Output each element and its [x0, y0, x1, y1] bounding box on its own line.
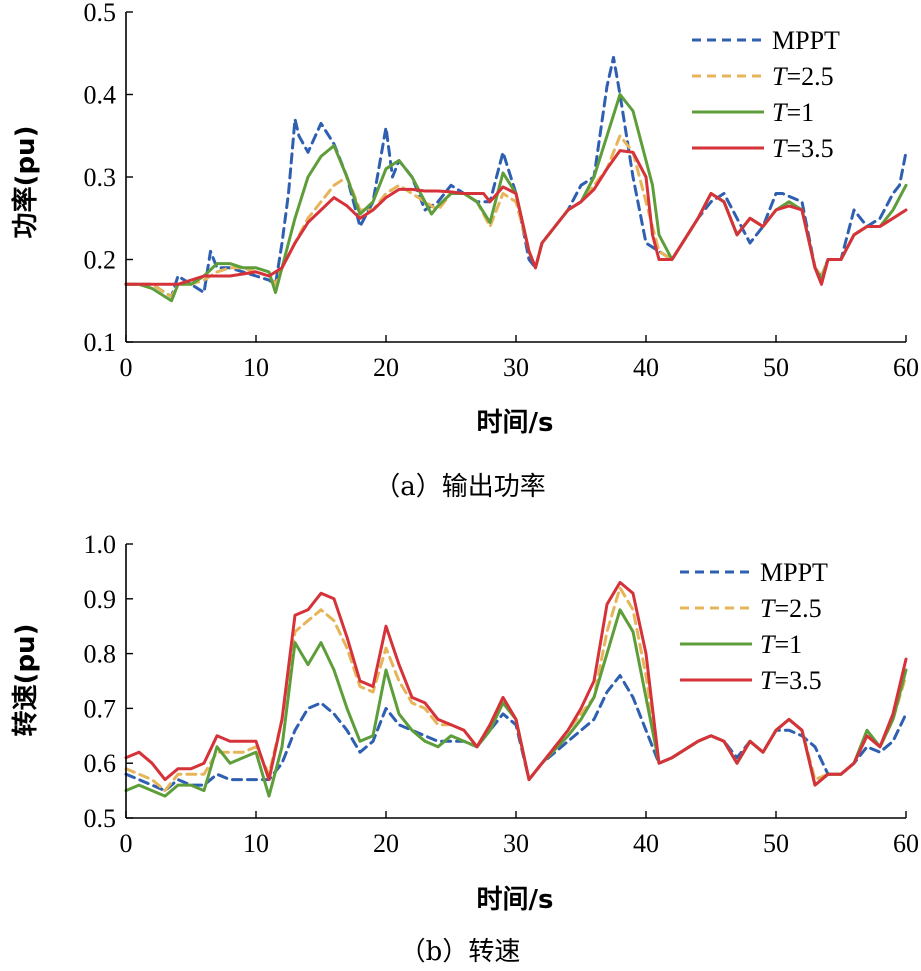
y-tick-label: 0.7 — [84, 694, 117, 723]
legend-label: MPPT — [760, 558, 828, 587]
y-tick-label: 0.4 — [84, 81, 117, 110]
x-tick-label: 20 — [373, 353, 399, 382]
y-tick-label: 0.9 — [84, 585, 117, 614]
chart-panel-speed: 0 10 20 30 40 50 60 0.5 0.6 0.7 0.8 0.9 1.0 MPPT T=2.… — [11, 530, 919, 967]
legend-label: T=2.5 — [760, 594, 822, 623]
series-group — [124, 55, 908, 303]
series-line-3 — [124, 580, 908, 787]
legend-label: T=2.5 — [772, 62, 834, 91]
y-axis-label: 功率(pu) — [10, 126, 41, 239]
axes: 0 10 20 30 40 50 60 0.1 0.2 0.3 0.4 0.5 — [84, 0, 920, 382]
y-tick-label: 0.6 — [84, 749, 117, 778]
x-tick-label: 10 — [243, 353, 269, 382]
x-tick-label: 60 — [893, 829, 919, 858]
y-tick-label: 0.5 — [84, 0, 117, 27]
legend-label: MPPT — [772, 26, 840, 55]
legend-label: T=3.5 — [772, 134, 834, 163]
series-group — [124, 580, 908, 798]
series-line-0 — [124, 55, 908, 299]
x-tick-label: 10 — [243, 829, 269, 858]
x-tick-label: 30 — [503, 353, 529, 382]
y-tick-label: 1.0 — [84, 530, 117, 559]
x-tick-label: 20 — [373, 829, 399, 858]
legend: MPPT T=2.5 T=1 T=3.5 — [692, 26, 840, 163]
axes: 0 10 20 30 40 50 60 0.5 0.6 0.7 0.8 0.9 1.0 — [84, 530, 920, 858]
x-tick-label: 0 — [120, 829, 133, 858]
legend-label: T=1 — [772, 98, 814, 127]
y-tick-label: 0.2 — [84, 246, 117, 275]
series-line-3 — [124, 149, 908, 286]
x-tick-label: 50 — [763, 353, 789, 382]
chart-panel-power: 0 10 20 30 40 50 60 0.1 0.2 0.3 0.4 0.5 MPPT T=2.5 T=… — [10, 0, 919, 502]
legend: MPPT T=2.5 T=1 T=3.5 — [680, 558, 828, 695]
y-axis-label: 转速(pu) — [11, 624, 41, 737]
x-tick-label: 30 — [503, 829, 529, 858]
chart-caption: （a）输出功率 — [374, 472, 546, 502]
x-tick-label: 50 — [763, 829, 789, 858]
y-tick-label: 0.8 — [84, 640, 117, 669]
x-tick-label: 60 — [893, 353, 919, 382]
series-line-0 — [124, 674, 908, 793]
y-tick-label: 0.5 — [84, 804, 117, 833]
y-tick-label: 0.3 — [84, 163, 117, 192]
x-tick-label: 40 — [633, 353, 659, 382]
chart-caption: （b）转速 — [400, 937, 521, 967]
legend-label: T=3.5 — [760, 666, 822, 695]
legend-label: T=1 — [760, 630, 802, 659]
x-tick-label: 0 — [120, 353, 133, 382]
x-tick-label: 40 — [633, 829, 659, 858]
x-axis-label: 时间/s — [477, 408, 554, 438]
x-axis-label: 时间/s — [477, 885, 554, 915]
y-tick-label: 0.1 — [84, 328, 117, 357]
